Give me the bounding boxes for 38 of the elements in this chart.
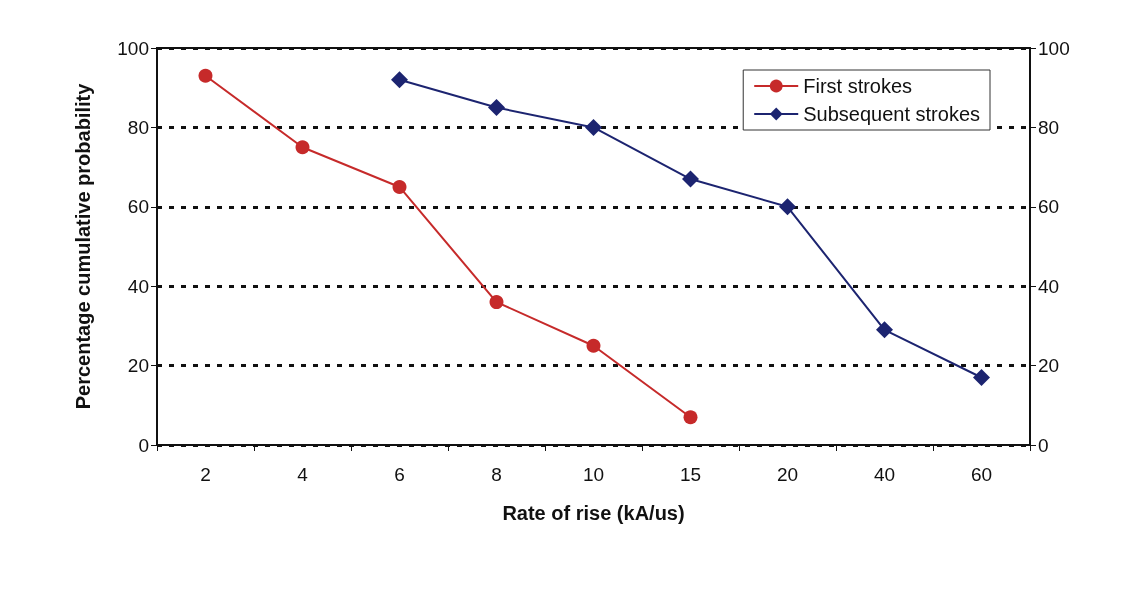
point — [391, 71, 408, 89]
y-tick-label: 80 — [127, 116, 149, 138]
y-tick-label: 40 — [127, 275, 149, 297]
point — [683, 410, 698, 425]
y-axis-title: Percentage cumulative probability — [72, 82, 94, 410]
y2-tick-label: 100 — [1038, 37, 1070, 59]
point — [488, 99, 505, 117]
x-tick-label: 15 — [679, 464, 702, 485]
y2-tick-label: 20 — [1038, 355, 1060, 377]
y2-tick-label: 40 — [1038, 275, 1060, 297]
y-tick-label: 20 — [127, 355, 149, 377]
x-tick-label: 4 — [297, 464, 309, 485]
x-tick-label: 20 — [776, 464, 799, 485]
y2-tick-label: 80 — [1038, 116, 1060, 138]
x-tick-label: 40 — [873, 464, 896, 485]
point — [586, 338, 601, 353]
y2-tick-label: 60 — [1038, 196, 1060, 218]
x-tick-label: 10 — [582, 464, 605, 485]
point — [489, 295, 504, 310]
point — [392, 179, 407, 194]
legend-label: First strokes — [803, 75, 913, 97]
y-tick-label: 60 — [127, 196, 149, 218]
y2-tick-label: 0 — [1038, 434, 1049, 456]
point — [585, 118, 602, 136]
x-tick-label: 6 — [394, 464, 405, 485]
y-tick-label: 0 — [138, 434, 149, 456]
point — [973, 369, 990, 387]
point — [198, 68, 213, 83]
x-tick-label: 60 — [970, 464, 993, 485]
x-axis-title: Rate of rise (kA/us) — [502, 502, 685, 524]
point — [876, 321, 893, 339]
legend-label: Subsequent strokes — [803, 103, 980, 125]
y-tick-label: 100 — [117, 37, 149, 59]
point — [779, 198, 796, 216]
x-tick-label: 2 — [200, 464, 211, 485]
point — [295, 140, 310, 155]
point — [682, 170, 699, 188]
x-tick-label: 8 — [491, 464, 502, 485]
